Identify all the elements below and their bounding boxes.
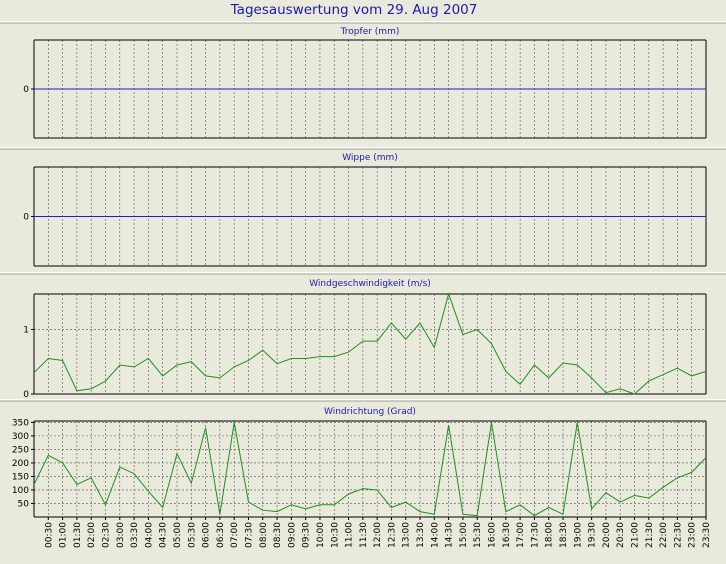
x-tick-label: 09:30: [302, 522, 312, 548]
panel-title: Tropfer (mm): [340, 27, 400, 37]
x-tick-label: 02:00: [87, 522, 97, 548]
x-tick-label: 20:30: [616, 522, 626, 548]
x-tick-label: 16:30: [502, 522, 512, 548]
x-tick-label: 17:00: [516, 522, 526, 548]
y-tick-label: 200: [12, 459, 29, 469]
y-tick-label: 100: [12, 486, 29, 496]
x-tick-label: 05:00: [173, 522, 183, 548]
x-tick-label: 21:30: [645, 522, 655, 548]
x-tick-label: 15:00: [459, 522, 469, 548]
x-tick-label: 06:30: [216, 522, 226, 548]
x-tick-label: 11:30: [359, 522, 369, 548]
chart-panel: Windgeschwindigkeit (m/s) 0 1: [0, 272, 726, 400]
panel-title: Windrichtung (Grad): [324, 407, 416, 417]
x-tick-label: 18:00: [545, 522, 555, 548]
panel-title: Windgeschwindigkeit (m/s): [309, 279, 431, 289]
x-tick-label: 13:30: [416, 522, 426, 548]
y-tick-label: 0: [23, 390, 29, 400]
x-tick-label: 14:00: [430, 522, 440, 548]
x-tick-label: 04:30: [159, 522, 169, 548]
y-tick-label: 50: [18, 499, 30, 509]
x-tick-label: 12:30: [387, 522, 397, 548]
x-tick-label: 10:30: [330, 522, 340, 548]
x-tick-label: 08:00: [259, 522, 269, 548]
y-tick-label: 1: [23, 325, 29, 335]
y-tick-label: 250: [12, 445, 29, 455]
x-tick-label: 07:30: [244, 522, 254, 548]
x-tick-label: 13:00: [402, 522, 412, 548]
x-tick-label: 07:00: [230, 522, 240, 548]
x-tick-label: 20:00: [602, 522, 612, 548]
x-tick-label: 16:00: [488, 522, 498, 548]
x-tick-label: 19:30: [588, 522, 598, 548]
x-tick-label: 00:30: [44, 522, 54, 548]
y-tick-label: 350: [12, 418, 29, 428]
x-tick-label: 17:30: [530, 522, 540, 548]
x-tick-label: 23:30: [702, 522, 712, 548]
chart-panel: Wippe (mm) 0: [0, 147, 726, 267]
x-tick-label: 21:00: [631, 522, 641, 548]
chart-panel: Tropfer (mm) 0: [0, 21, 726, 139]
chart-panel: Windrichtung (Grad) 50 100 150 200 250 300 350: [0, 399, 726, 518]
x-tick-label: 23:00: [688, 522, 698, 548]
chart-title: Tagesauswertung vom 29. Aug 2007: [230, 2, 478, 18]
x-tick-label: 01:00: [59, 522, 69, 548]
series-line: [33, 292, 707, 395]
x-tick-label: 18:30: [559, 522, 569, 548]
x-tick-label: 09:00: [287, 522, 297, 548]
x-tick-label: 11:00: [345, 522, 355, 548]
x-tick-label: 06:00: [202, 522, 212, 548]
x-tick-label: 04:00: [144, 522, 154, 548]
x-tick-label: 22:30: [673, 522, 683, 548]
x-tick-label: 15:30: [473, 522, 483, 548]
x-tick-label: 10:00: [316, 522, 326, 548]
x-tick-label: 03:30: [130, 522, 140, 548]
x-tick-label: 02:30: [101, 522, 111, 548]
x-tick-label: 08:30: [273, 522, 283, 548]
x-tick-label: 12:00: [373, 522, 383, 548]
x-tick-label: 03:00: [116, 522, 126, 548]
x-tick-label: 14:30: [445, 522, 455, 548]
x-tick-label: 19:00: [573, 522, 583, 548]
x-tick-label: 22:00: [659, 522, 669, 548]
series-line: [33, 422, 707, 517]
y-tick-label: 0: [23, 213, 29, 223]
x-tick-label: 01:30: [73, 522, 83, 548]
panel-title: Wippe (mm): [342, 153, 398, 163]
y-tick-label: 300: [12, 432, 29, 442]
y-tick-label: 0: [23, 85, 29, 95]
x-tick-label: 05:30: [187, 522, 197, 548]
y-tick-label: 150: [12, 472, 29, 482]
